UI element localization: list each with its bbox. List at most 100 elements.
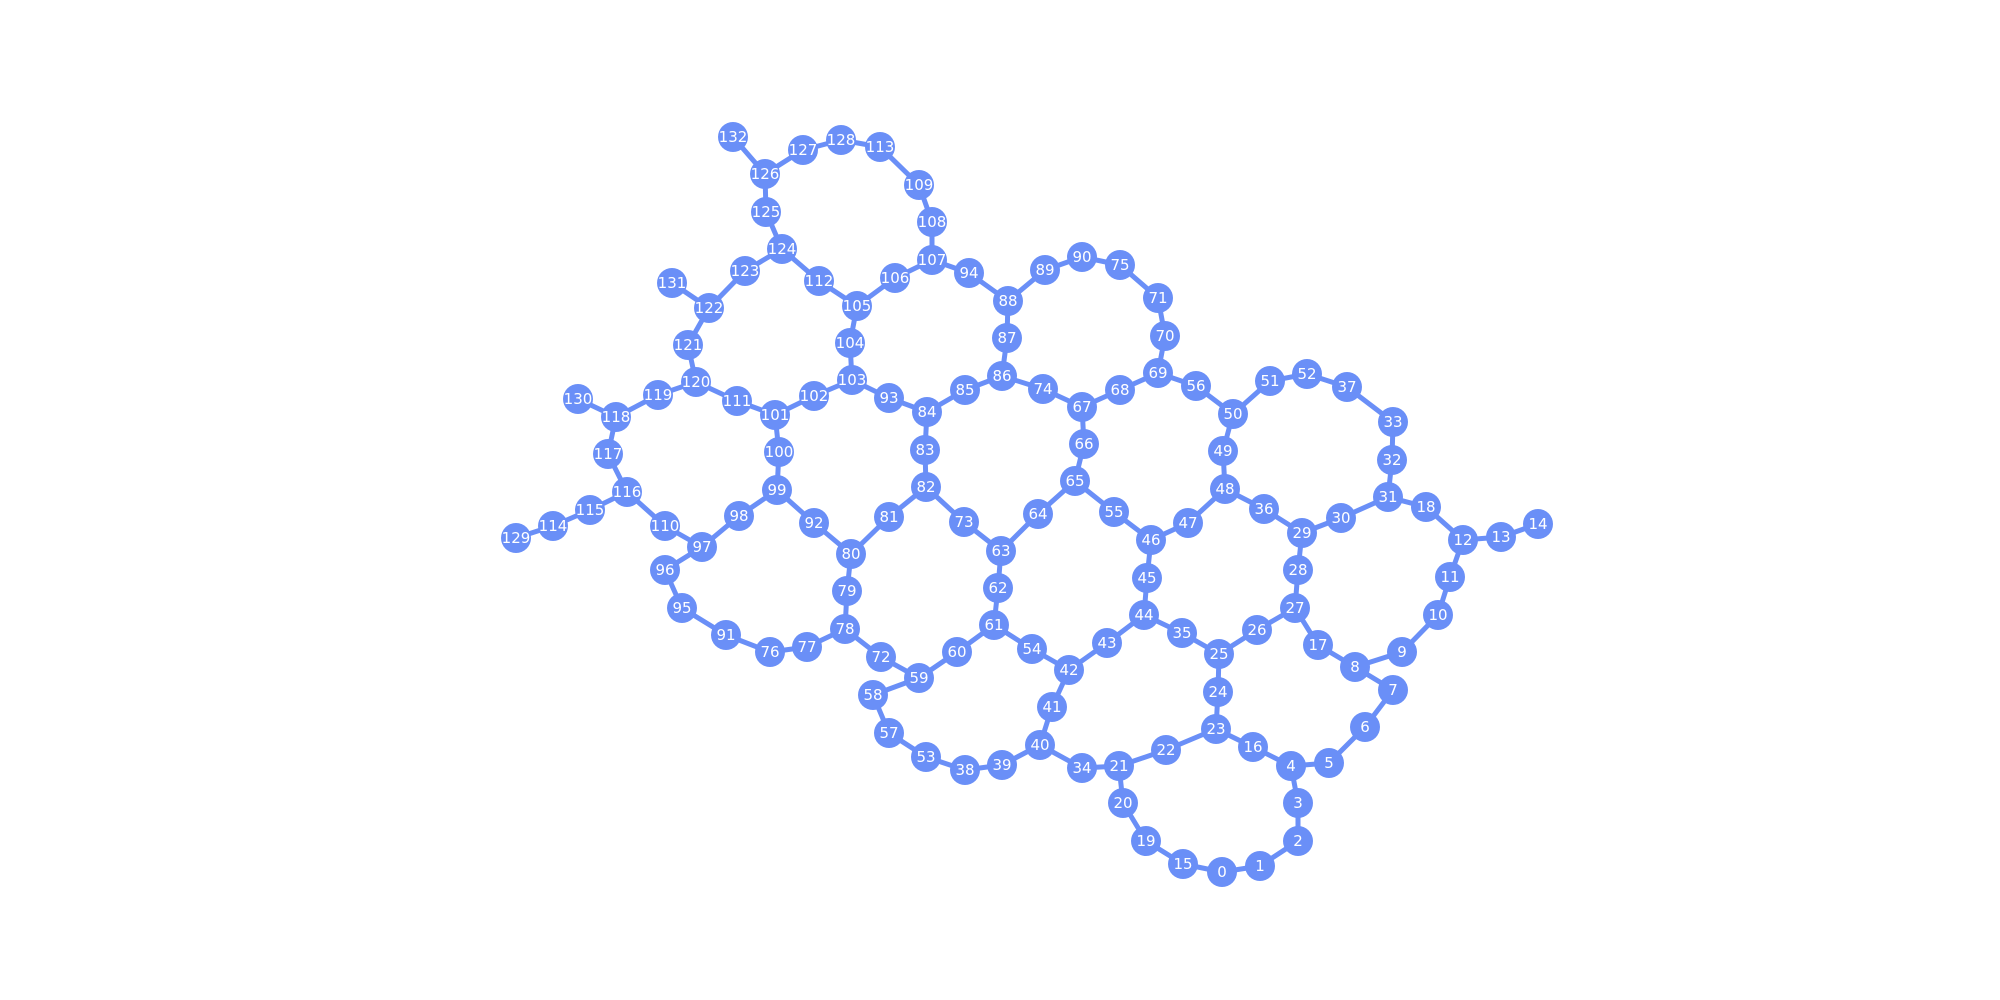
- node-circle: [1245, 851, 1275, 881]
- node-circle: [911, 742, 941, 772]
- node-76: 76: [755, 637, 785, 667]
- node-circle: [1092, 628, 1122, 658]
- node-circle: [1280, 593, 1310, 623]
- node-121: 121: [673, 330, 703, 360]
- node-label: 22: [1156, 741, 1175, 759]
- node-91: 91: [711, 620, 741, 650]
- node-circle: [711, 620, 741, 650]
- node-circle: [1326, 503, 1356, 533]
- node-5: 5: [1314, 748, 1344, 778]
- node-label: 129: [502, 529, 531, 547]
- node-circle: [750, 159, 780, 189]
- node-label: 47: [1178, 514, 1197, 532]
- node-label: 76: [760, 643, 779, 661]
- node-label: 56: [1186, 377, 1205, 395]
- node-4: 4: [1276, 751, 1306, 781]
- node-2: 2: [1283, 826, 1313, 856]
- node-116: 116: [612, 477, 642, 507]
- node-67: 67: [1067, 392, 1097, 422]
- node-25: 25: [1204, 639, 1234, 669]
- node-circle: [1054, 655, 1084, 685]
- node-label: 97: [692, 538, 711, 556]
- node-label: 87: [997, 329, 1016, 347]
- node-101: 101: [760, 400, 790, 430]
- node-label: 96: [655, 561, 674, 579]
- node-14: 14: [1523, 509, 1553, 539]
- node-circle: [694, 293, 724, 323]
- node-circle: [830, 614, 860, 644]
- node-38: 38: [950, 755, 980, 785]
- node-circle: [1242, 615, 1272, 645]
- node-label: 78: [835, 620, 854, 638]
- node-circle: [767, 234, 797, 264]
- node-125: 125: [751, 197, 781, 227]
- node-37: 37: [1332, 372, 1362, 402]
- node-circle: [563, 384, 593, 414]
- node-label: 9: [1397, 643, 1407, 661]
- node-49: 49: [1208, 436, 1238, 466]
- node-circle: [836, 539, 866, 569]
- node-117: 117: [593, 439, 623, 469]
- node-circle: [1486, 522, 1516, 552]
- node-label: 79: [837, 582, 856, 600]
- node-label: 31: [1378, 488, 1397, 506]
- node-6: 6: [1350, 712, 1380, 742]
- node-107: 107: [917, 245, 947, 275]
- node-label: 99: [767, 481, 786, 499]
- node-circle: [1238, 732, 1268, 762]
- node-35: 35: [1167, 618, 1197, 648]
- node-circle: [917, 207, 947, 237]
- node-circle: [917, 245, 947, 275]
- node-circle: [1150, 321, 1180, 351]
- node-label: 21: [1109, 757, 1128, 775]
- node-circle: [950, 755, 980, 785]
- node-circle: [724, 501, 754, 531]
- node-label: 122: [695, 299, 724, 317]
- node-label: 113: [866, 138, 895, 156]
- node-label: 0: [1217, 863, 1227, 881]
- node-circle: [1151, 735, 1181, 765]
- node-circle: [1067, 242, 1097, 272]
- node-label: 85: [955, 381, 974, 399]
- node-48: 48: [1210, 474, 1240, 504]
- node-circle: [1067, 753, 1097, 783]
- node-circle: [950, 375, 980, 405]
- node-circle: [983, 573, 1013, 603]
- node-98: 98: [724, 501, 754, 531]
- node-42: 42: [1054, 655, 1084, 685]
- node-circle: [681, 367, 711, 397]
- node-60: 60: [942, 637, 972, 667]
- node-label: 115: [576, 501, 605, 519]
- node-circle: [826, 125, 856, 155]
- node-label: 111: [723, 392, 752, 410]
- node-label: 37: [1337, 378, 1356, 396]
- node-label: 10: [1428, 606, 1447, 624]
- node-69: 69: [1143, 358, 1173, 388]
- node-label: 105: [843, 297, 872, 315]
- node-label: 101: [761, 406, 790, 424]
- node-label: 49: [1213, 442, 1232, 460]
- node-label: 98: [729, 507, 748, 525]
- node-label: 8: [1350, 658, 1360, 676]
- node-87: 87: [992, 323, 1022, 353]
- node-circle: [835, 328, 865, 358]
- node-label: 27: [1285, 599, 1304, 617]
- node-64: 64: [1023, 499, 1053, 529]
- node-circle: [1105, 250, 1135, 280]
- node-77: 77: [792, 632, 822, 662]
- node-18: 18: [1411, 492, 1441, 522]
- node-53: 53: [911, 742, 941, 772]
- node-circle: [1210, 474, 1240, 504]
- node-104: 104: [835, 328, 865, 358]
- node-label: 6: [1360, 718, 1370, 736]
- node-70: 70: [1150, 321, 1180, 351]
- node-label: 127: [789, 141, 818, 159]
- node-label: 94: [959, 264, 978, 282]
- node-131: 131: [657, 268, 687, 298]
- node-label: 33: [1383, 413, 1402, 431]
- node-19: 19: [1131, 826, 1161, 856]
- node-circle: [979, 610, 1009, 640]
- node-45: 45: [1132, 563, 1162, 593]
- node-57: 57: [874, 718, 904, 748]
